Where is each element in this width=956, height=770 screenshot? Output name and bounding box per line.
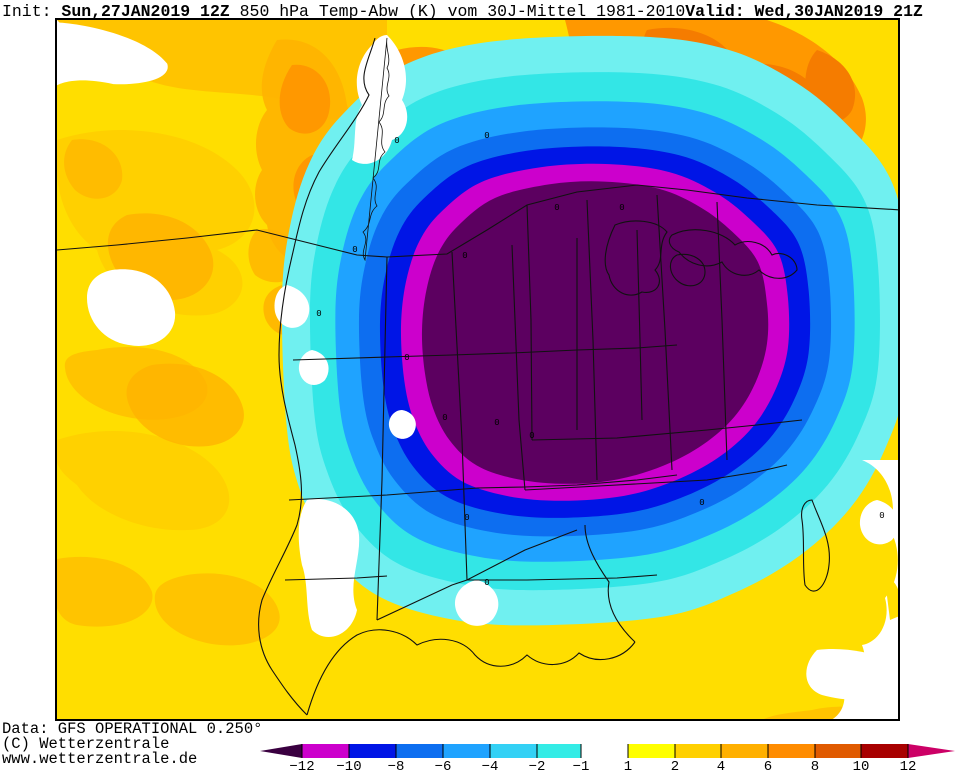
svg-text:0: 0 — [394, 136, 399, 146]
svg-text:0: 0 — [442, 413, 447, 423]
svg-text:0: 0 — [494, 418, 499, 428]
svg-text:0: 0 — [484, 578, 489, 588]
svg-text:0: 0 — [484, 131, 489, 141]
svg-text:0: 0 — [554, 203, 559, 213]
svg-text:0: 0 — [316, 309, 321, 319]
svg-text:0: 0 — [352, 245, 357, 255]
svg-text:0: 0 — [462, 251, 467, 261]
svg-text:0: 0 — [619, 203, 624, 213]
svg-text:0: 0 — [699, 498, 704, 508]
svg-text:0: 0 — [464, 513, 469, 523]
svg-text:0: 0 — [879, 511, 884, 521]
svg-text:0: 0 — [404, 353, 409, 363]
svg-text:0: 0 — [529, 431, 534, 441]
